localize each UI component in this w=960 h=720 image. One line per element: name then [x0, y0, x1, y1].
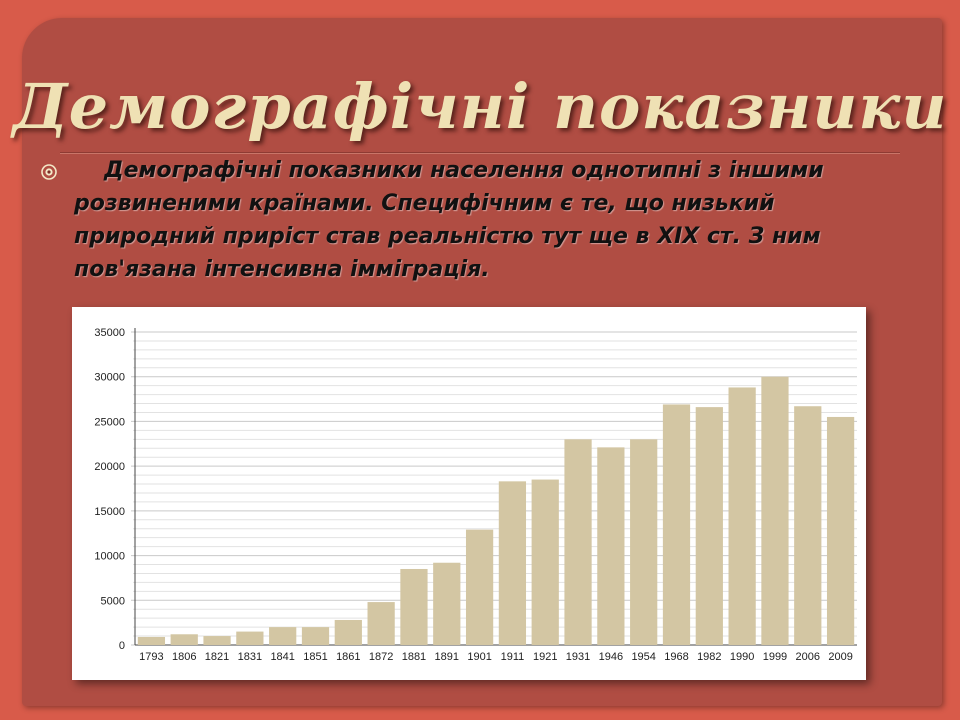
x-tick-label: 1931: [566, 651, 590, 663]
y-tick-label: 5000: [101, 595, 125, 607]
bar-1891: [433, 562, 461, 645]
x-tick-label: 1821: [205, 651, 229, 663]
bar-1946: [597, 447, 625, 645]
chart-card: 0 5000 10000 15000 20000 25000 30000 35000 1793 1…: [72, 307, 866, 680]
bar-1954: [630, 439, 658, 645]
x-tick-label: 1841: [270, 651, 294, 663]
x-tick-label: 1982: [697, 651, 721, 663]
bar-1861: [334, 619, 362, 645]
y-tick-label: 30000: [94, 372, 125, 384]
x-tick-label: 1946: [599, 651, 623, 663]
x-tick-label: 1881: [402, 651, 426, 663]
circle-bullet-icon: [41, 164, 57, 180]
x-tick-label: 1911: [501, 651, 525, 663]
bar-2009: [826, 416, 855, 645]
x-tick-label: 1921: [533, 651, 557, 663]
bar-1881: [400, 568, 428, 645]
bar-1793: [137, 636, 166, 645]
x-tick-label: 1901: [467, 651, 491, 663]
bar-1821: [203, 636, 231, 645]
x-tick-label: 1990: [730, 651, 754, 663]
bar-1990: [728, 387, 756, 645]
bar-1806: [170, 634, 198, 645]
y-tick-label: 0: [119, 640, 125, 652]
bar-1872: [367, 602, 395, 645]
x-tick-label: 2006: [796, 651, 820, 663]
x-tick-label: 1954: [631, 651, 655, 663]
y-tick-label: 35000: [94, 327, 125, 339]
x-tick-label: 1861: [336, 651, 360, 663]
population-bar-chart: 0 5000 10000 15000 20000 25000 30000 35000 1793 1…: [94, 327, 857, 663]
bar-1841: [269, 627, 297, 645]
y-tick-label: 10000: [94, 551, 125, 563]
x-tick-label: 1999: [763, 651, 787, 663]
x-tick-label: 1872: [369, 651, 393, 663]
bar-1851: [301, 627, 330, 645]
x-tick-label: 1851: [303, 651, 327, 663]
bar-1982: [695, 407, 723, 645]
bar-1901: [465, 529, 494, 645]
bar-1921: [531, 479, 559, 645]
bar-1968: [662, 404, 691, 645]
x-tick-label: 2009: [828, 651, 852, 663]
x-tick-label: 1806: [172, 651, 196, 663]
bar-2006: [794, 406, 822, 645]
x-tick-label: 1831: [238, 651, 262, 663]
bar-1911: [498, 481, 527, 645]
x-tick-label: 1793: [139, 651, 163, 663]
slide-title: Демографічні показники: [12, 70, 948, 143]
bar-1831: [236, 631, 264, 645]
y-tick-label: 15000: [94, 506, 125, 518]
bar-1999: [761, 376, 789, 645]
body-paragraph: Демографічні показники населення однотип…: [74, 158, 824, 282]
x-tick-label: 1891: [435, 651, 459, 663]
bar-1931: [564, 439, 592, 645]
y-tick-label: 20000: [94, 461, 125, 473]
y-tick-label: 25000: [94, 416, 125, 428]
x-tick-label: 1968: [664, 651, 688, 663]
title-divider: [60, 152, 900, 154]
